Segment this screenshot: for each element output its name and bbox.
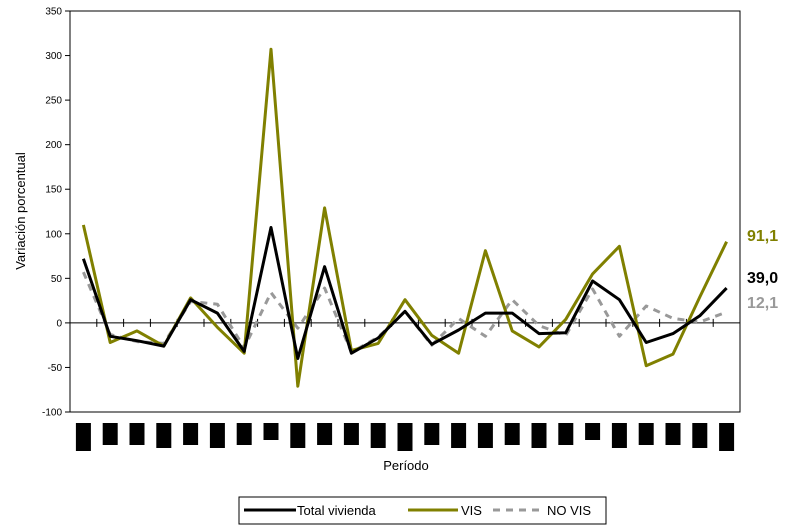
x-tick-label-block: [263, 423, 279, 440]
x-tick-label-block: [611, 423, 627, 448]
x-tick-label-block: [156, 423, 172, 448]
x-tick-label-block: [102, 423, 118, 445]
end-label: 12,1: [747, 295, 778, 312]
x-tick-label-block: [531, 423, 547, 448]
x-tick-label-block: [75, 423, 91, 451]
x-tick-label-block: [719, 423, 735, 451]
series-line-vis: [81, 47, 728, 388]
x-tick-label-block: [209, 423, 225, 448]
y-tick-label: 350: [45, 7, 62, 18]
y-axis: -100 -50 0 50 100 150 200 250 300 350: [42, 7, 70, 419]
x-tick-label-blocks: [75, 423, 735, 451]
legend-label-total-vivienda: Total vivienda: [297, 503, 377, 518]
end-labels: 91,1 39,0 12,1: [747, 228, 778, 312]
series-line-total-vivienda: [81, 226, 728, 360]
x-tick-label-block: [129, 423, 145, 445]
legend: Total vivienda VIS NO VIS: [238, 496, 607, 525]
y-tick-label: -50: [48, 363, 63, 374]
x-tick-label-block: [451, 423, 467, 448]
x-axis: [69, 318, 741, 327]
x-tick-label-block: [424, 423, 440, 445]
end-label: 91,1: [747, 228, 778, 245]
series-lines: [81, 47, 728, 388]
x-tick-label-block: [317, 423, 333, 445]
plot-area: [69, 10, 741, 413]
x-axis-title: Período: [383, 458, 429, 473]
x-tick-label-block: [665, 423, 681, 445]
x-tick-label-block: [504, 423, 520, 445]
x-tick-label-block: [236, 423, 252, 445]
plot-frame: [69, 10, 741, 413]
y-axis-title: Variación porcentual: [13, 152, 28, 270]
y-tick-label: 150: [45, 185, 62, 196]
y-tick-label: 200: [45, 140, 62, 151]
x-tick-label-block: [558, 423, 574, 445]
legend-label-no-vis: NO VIS: [547, 503, 591, 518]
x-tick-label-block: [638, 423, 654, 445]
legend-label-vis: VIS: [461, 503, 482, 518]
x-tick-label-block: [183, 423, 199, 445]
x-tick-label-block: [397, 423, 413, 451]
x-tick-label-block: [290, 423, 306, 448]
x-tick-label-block: [343, 423, 359, 445]
y-tick-label: 300: [45, 51, 62, 62]
x-tick-label-block: [585, 423, 601, 440]
y-tick-label: 50: [51, 274, 63, 285]
end-label: 39,0: [747, 270, 778, 287]
y-tick-label: 100: [45, 229, 62, 240]
y-tick-label: 250: [45, 96, 62, 107]
x-tick-label-block: [370, 423, 386, 448]
y-tick-label: -100: [42, 408, 62, 419]
x-tick-label-block: [477, 423, 493, 448]
y-tick-label: 0: [56, 318, 62, 329]
x-tick-label-block: [692, 423, 708, 448]
